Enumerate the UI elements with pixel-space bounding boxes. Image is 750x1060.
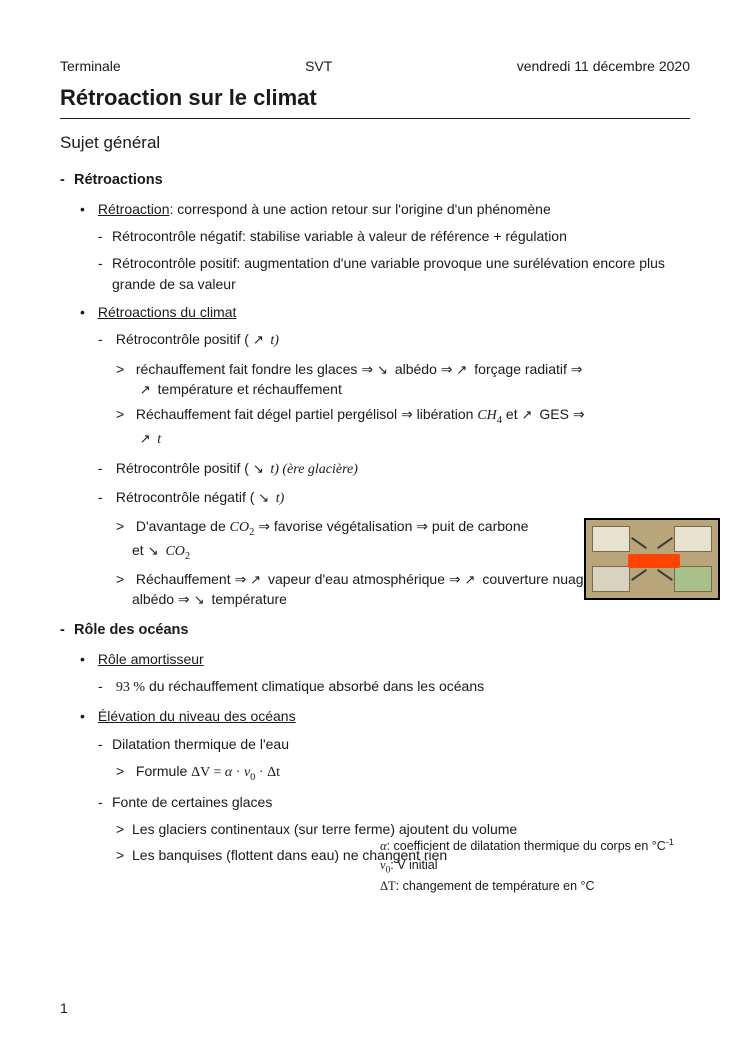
txt: Rétrocontrôle négatif (	[116, 489, 258, 505]
var-t: t)	[272, 491, 284, 506]
subtitle: Sujet général	[60, 131, 690, 156]
var-t: t	[154, 432, 161, 447]
arrow-up-icon	[140, 434, 154, 444]
var-t: t)	[267, 333, 279, 348]
pct-93: 93 %	[116, 680, 145, 695]
dash-93pct: 93 % du réchauffement climatique absorbé…	[60, 676, 690, 698]
dash-rcneg: Rétrocontrôle négatif ( t)	[60, 487, 690, 509]
txt: : changement de température en °C	[396, 879, 595, 893]
term-retro-climat: Rétroactions du climat	[98, 304, 237, 320]
dash-rcpos-glaciere: Rétrocontrôle positif ( t) (ère glacière…	[60, 458, 690, 480]
term-amortisseur: Rôle amortisseur	[98, 651, 204, 667]
txt: GES ⇒	[536, 406, 585, 422]
dT: ΔT	[380, 879, 396, 893]
header-right: vendredi 11 décembre 2020	[517, 56, 690, 76]
txt: forçage radiatif ⇒	[470, 361, 582, 377]
txt: : coefficient de dilatation thermique du…	[387, 839, 666, 853]
gt-glaces: réchauffement fait fondre les glaces ⇒ a…	[60, 359, 690, 400]
txt: albédo ⇒	[391, 361, 456, 377]
arrow-up-icon	[465, 575, 479, 585]
txt: vapeur d'eau atmosphérique ⇒	[264, 571, 464, 587]
var-t: t) (ère glacière)	[267, 462, 358, 477]
txt: : V initial	[390, 858, 437, 872]
arrow-down-icon	[377, 365, 391, 375]
txt: température	[208, 591, 287, 607]
dash-dilatation: Dilatation thermique de l'eau	[60, 734, 690, 754]
header-left: Terminale	[60, 56, 121, 76]
txt: Rétrocontrôle positif (	[116, 331, 253, 347]
co2: CO	[165, 544, 184, 559]
dash-rcpos-t: Rétrocontrôle positif ( t)	[60, 329, 690, 351]
feedback-diagram-figure	[584, 518, 720, 600]
dot: ·	[232, 765, 244, 780]
arrow-up-icon	[456, 365, 470, 375]
arrow-down-icon	[194, 595, 208, 605]
header-center: SVT	[305, 56, 332, 76]
txt: température et réchauffement	[154, 381, 342, 397]
bullet-retro-climat: Rétroactions du climat	[60, 302, 690, 322]
txt: et	[502, 406, 521, 422]
doc-header: Terminale SVT vendredi 11 décembre 2020	[60, 56, 690, 76]
gt-pergelisol: Réchauffement fait dégel partiel pergéli…	[60, 404, 690, 450]
txt: du réchauffement climatique absorbé dans…	[145, 678, 484, 694]
section-retroactions: Rétroactions	[74, 170, 690, 191]
arrow-up-icon	[253, 335, 267, 345]
dv: ΔV	[191, 765, 210, 780]
eq: =	[210, 765, 225, 780]
dash-retro-pos: Rétrocontrôle positif: augmentation d'un…	[60, 253, 690, 294]
txt: Rétrocontrôle positif (	[116, 460, 253, 476]
txt: Formule	[136, 763, 191, 779]
bullet-retroaction-def: Rétroaction: correspond à une action ret…	[60, 199, 690, 219]
txt: réchauffement fait fondre les glaces ⇒	[136, 361, 377, 377]
txt: albédo ⇒	[132, 591, 194, 607]
dt: Δt	[267, 765, 280, 780]
arrow-down-icon	[148, 546, 162, 556]
arrow-down-icon	[253, 464, 267, 474]
dash-fonte: Fonte de certaines glaces	[60, 792, 690, 812]
page-number: 1	[60, 998, 68, 1018]
term-elevation: Élévation du niveau des océans	[98, 708, 296, 724]
bullet-amortisseur: Rôle amortisseur	[60, 649, 690, 669]
txt: Réchauffement ⇒	[136, 571, 250, 587]
page-title: Rétroaction sur le climat	[60, 82, 690, 114]
txt: D'avantage de	[136, 518, 230, 534]
dash-retro-neg: Rétrocontrôle négatif: stabilise variabl…	[60, 226, 690, 246]
dot: ·	[255, 765, 267, 780]
txt: Réchauffement fait dégel partiel pergéli…	[136, 406, 477, 422]
def-retroaction: : correspond à une action retour sur l'o…	[169, 201, 550, 217]
bullet-elevation: Élévation du niveau des océans	[60, 706, 690, 726]
formula-legend: α: coefficient de dilatation thermique d…	[380, 836, 720, 896]
arrow-up-icon	[250, 575, 264, 585]
section-oceans: Rôle des océans	[74, 620, 690, 641]
gt-formule: Formule ΔV = α · v0 · Δt	[60, 761, 690, 785]
term-retroaction: Rétroaction	[98, 201, 170, 217]
arrow-down-icon	[258, 493, 272, 503]
arrow-up-icon	[140, 385, 154, 395]
co2: CO	[230, 520, 249, 535]
ch4: CH	[477, 408, 496, 423]
title-rule	[60, 118, 690, 119]
arrow-up-icon	[522, 410, 536, 420]
